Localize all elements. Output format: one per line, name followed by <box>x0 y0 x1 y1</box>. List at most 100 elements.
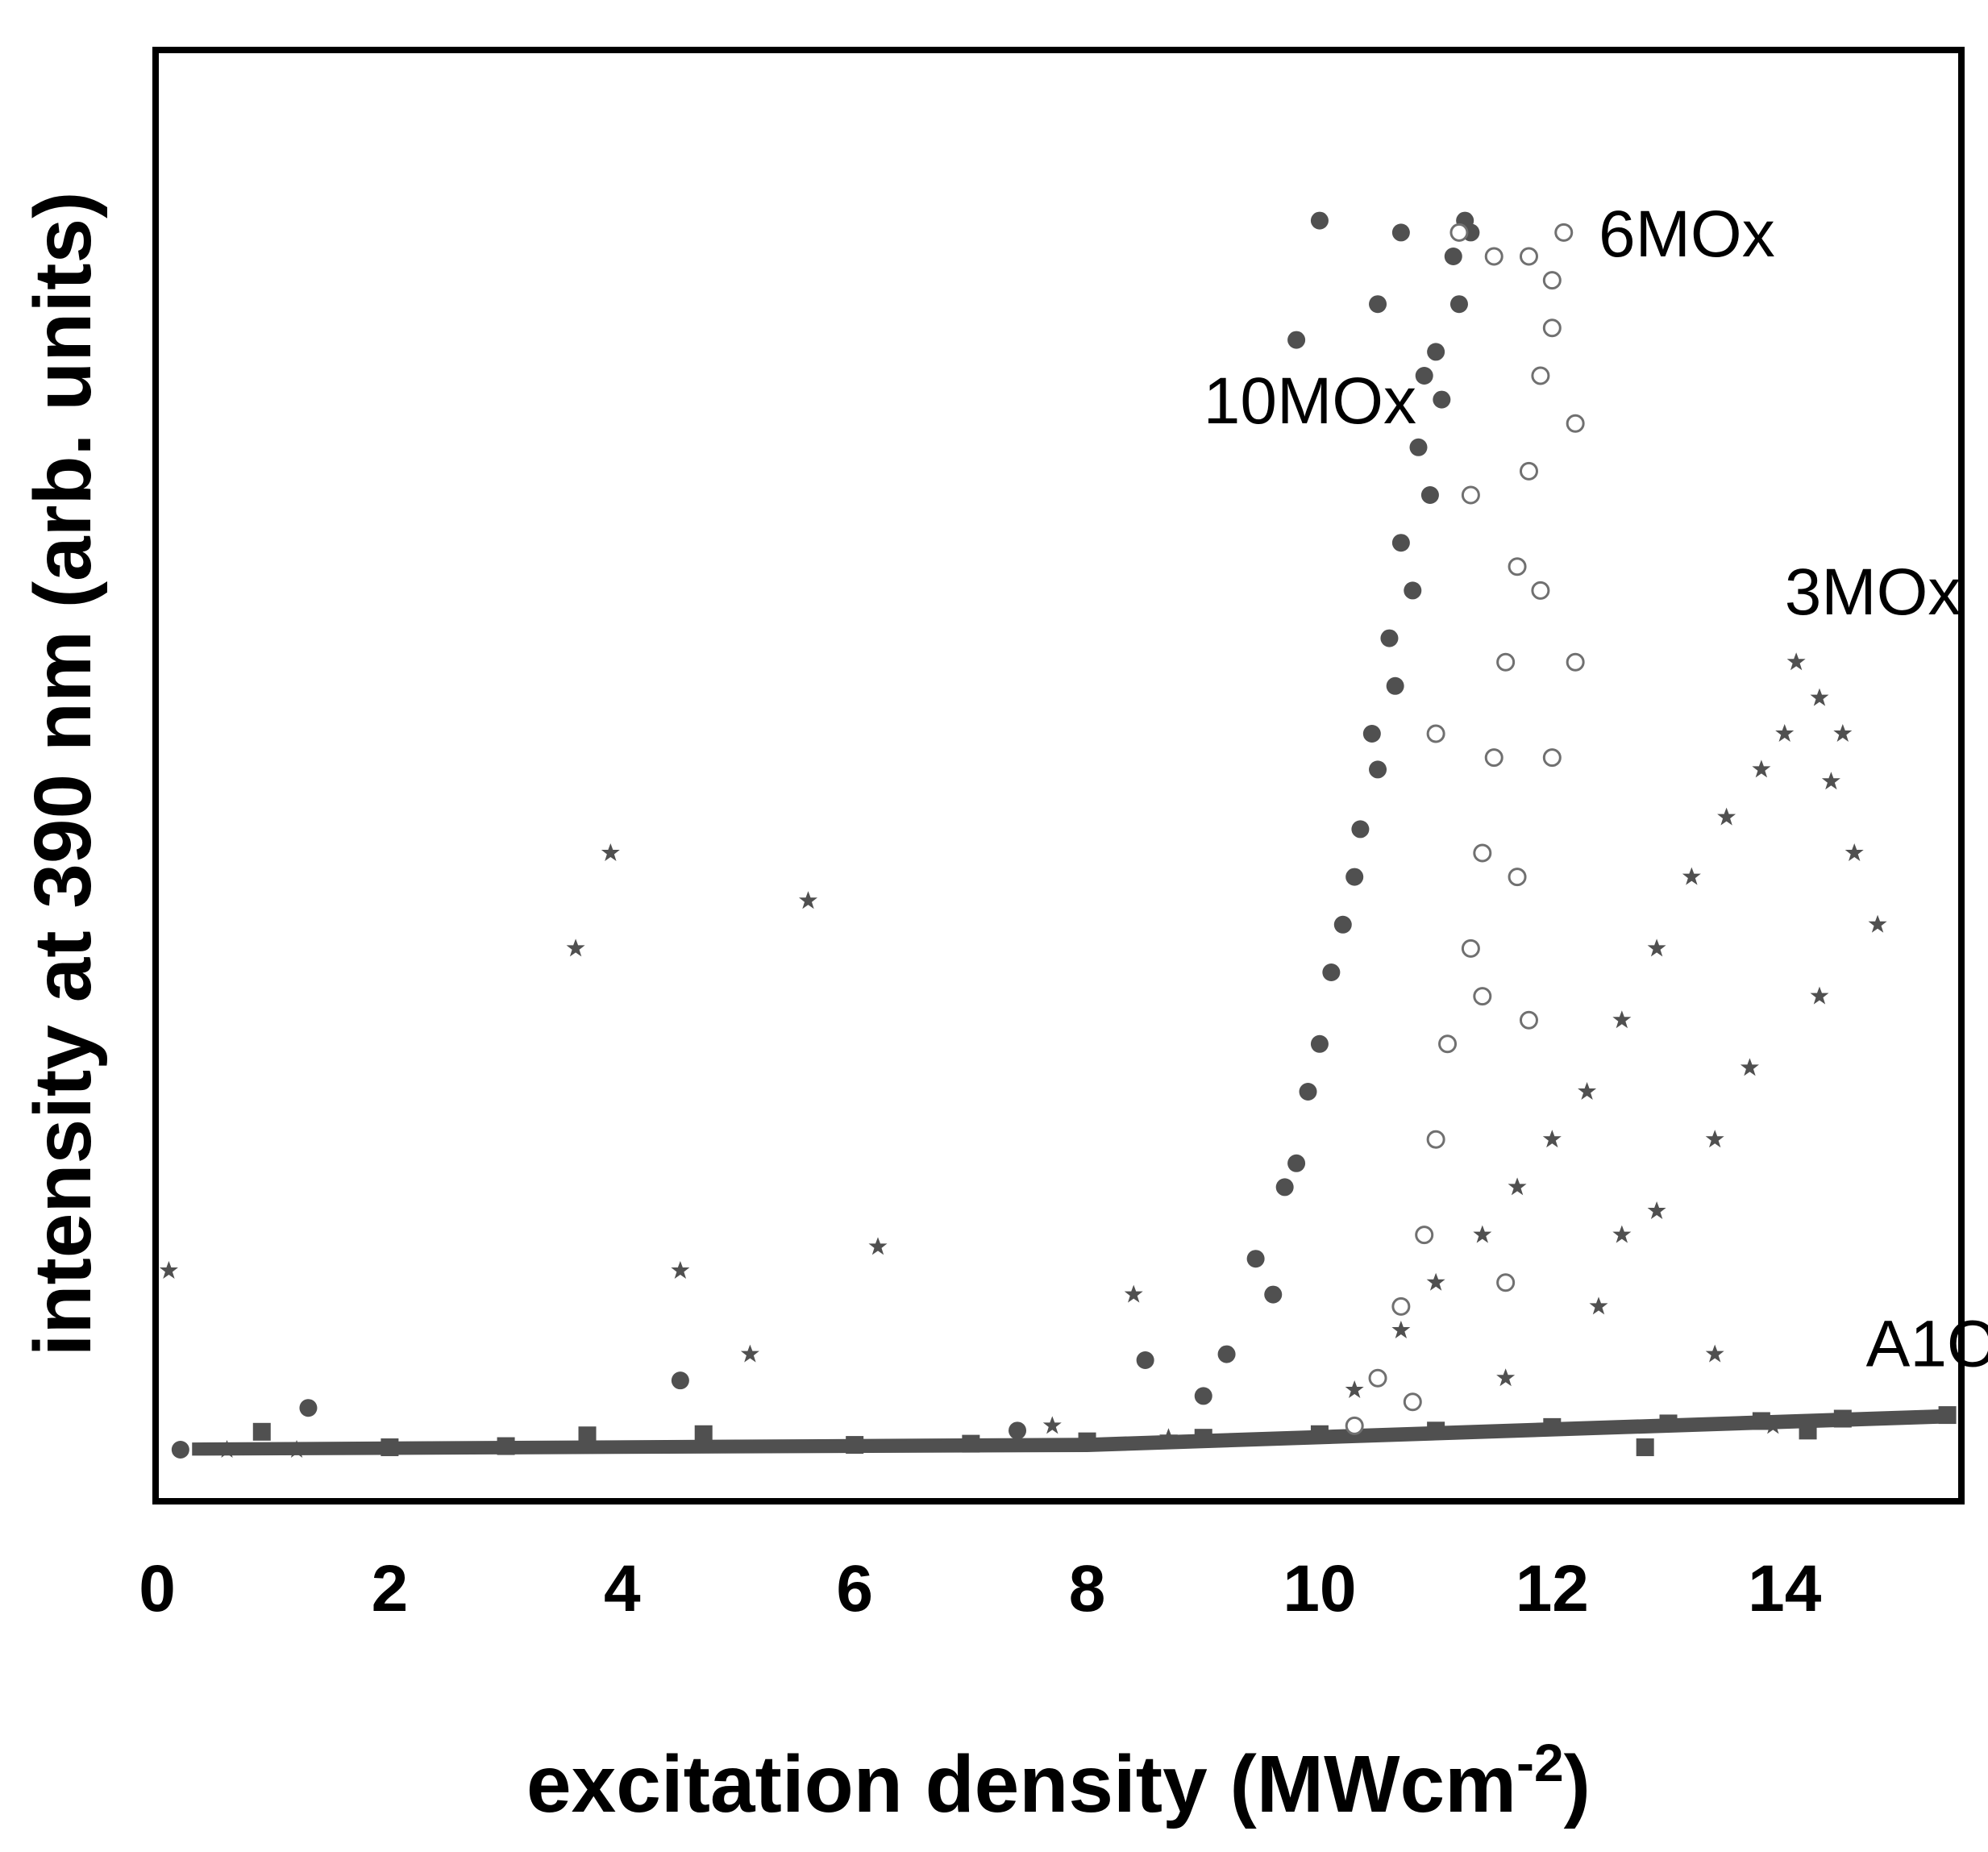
6MOx-point <box>1519 1010 1538 1030</box>
10MOx-point <box>1310 1034 1329 1053</box>
x-tick-label: 4 <box>604 1552 641 1625</box>
10MOx-point <box>1322 963 1341 981</box>
series-6MOx <box>1345 223 1585 1435</box>
6MOx-point <box>1473 987 1492 1006</box>
plot-frame <box>152 47 1965 1504</box>
6MOx-point <box>1415 1226 1434 1245</box>
6MOx-point <box>1542 748 1562 768</box>
A1Ox-point <box>846 1436 864 1455</box>
A1Ox-point <box>1636 1438 1654 1457</box>
series-label-6MOx: 6MOx <box>1599 198 1775 271</box>
x-axis-title: excitation density (MWcm-2) <box>526 1733 1591 1829</box>
10MOx-point <box>1449 295 1468 314</box>
10MOx-point <box>1386 676 1404 695</box>
baseline-band-shape <box>192 1409 1948 1456</box>
6MOx-point <box>1461 485 1480 505</box>
10MOx-point <box>1246 1250 1265 1268</box>
10MOx-point <box>671 1371 689 1390</box>
A1Ox-point <box>497 1437 515 1455</box>
baseline-band <box>192 1409 1948 1456</box>
x-tick-label: 14 <box>1748 1552 1822 1625</box>
A1Ox-point <box>1427 1421 1445 1440</box>
10MOx-point <box>1345 868 1364 886</box>
10MOx-point <box>299 1399 318 1417</box>
6MOx-point <box>1484 247 1503 266</box>
10MOx-point <box>1351 820 1370 839</box>
6MOx-point <box>1508 557 1527 576</box>
10MOx-point <box>1420 486 1439 504</box>
6MOx-point <box>1484 748 1503 768</box>
data-marks <box>159 211 1957 1459</box>
x-tick-label: 0 <box>139 1552 176 1625</box>
A1Ox-point <box>578 1426 597 1445</box>
10MOx-point <box>1287 331 1306 349</box>
10MOx-point <box>171 1441 189 1459</box>
6MOx-point <box>1554 223 1574 242</box>
6MOx-point <box>1519 247 1538 266</box>
A1Ox-point <box>694 1425 713 1443</box>
6MOx-point <box>1566 414 1585 433</box>
10MOx-point <box>1009 1421 1027 1440</box>
10MOx-point <box>1369 295 1387 314</box>
6MOx-point <box>1473 843 1492 863</box>
x-tick-label: 12 <box>1516 1552 1589 1625</box>
10MOx-point <box>1299 1083 1317 1101</box>
A1Ox-point <box>1310 1425 1329 1443</box>
10MOx-point <box>1333 915 1352 934</box>
6MOx-point <box>1496 652 1516 672</box>
10MOx-point <box>1217 1345 1236 1363</box>
series-A1Ox <box>252 1406 1957 1457</box>
10MOx-point <box>1404 581 1422 600</box>
10MOx-point <box>1427 343 1445 361</box>
6MOx-point <box>1426 724 1445 743</box>
6MOx-point <box>1531 581 1550 600</box>
6MOx-point <box>1438 1034 1458 1054</box>
A1Ox-point <box>1833 1409 1852 1428</box>
A1Ox-point <box>1659 1414 1678 1433</box>
10MOx-point <box>1264 1285 1283 1304</box>
10MOx-point <box>1433 390 1451 409</box>
10MOx-point <box>1362 725 1381 743</box>
x-axis-ticks: 0 2 4 6 8 10 12 14 <box>139 1552 1822 1625</box>
y-axis-title: intensity at 390 nm (arb. units) <box>18 192 108 1357</box>
6MOx-point <box>1403 1392 1422 1412</box>
x-tick-label: 6 <box>836 1552 873 1625</box>
6MOx-point <box>1531 366 1550 385</box>
A1Ox-point <box>1752 1412 1770 1430</box>
6MOx-point <box>1542 318 1562 338</box>
10MOx-point <box>1415 367 1433 385</box>
series-10MOx <box>171 211 1480 1459</box>
series-label-A1Ox: A1Ox <box>1866 1307 1988 1380</box>
10MOx-point <box>1380 629 1399 647</box>
A1Ox-point <box>1543 1417 1562 1436</box>
series-label-10MOx: 10MOx <box>1204 364 1416 438</box>
A1Ox-point <box>962 1434 980 1453</box>
6MOx-point <box>1496 1273 1516 1292</box>
6MOx-point <box>1426 1130 1445 1149</box>
6MOx-point <box>1542 271 1562 290</box>
6MOx-point <box>1461 938 1480 958</box>
6MOx-point <box>1368 1368 1387 1388</box>
A1Ox-point <box>1938 1406 1957 1425</box>
6MOx-point <box>1519 461 1538 481</box>
A1Ox-point <box>1799 1421 1817 1440</box>
series-label-3MOx: 3MOx <box>1785 556 1961 629</box>
x-tick-label: 8 <box>1069 1552 1106 1625</box>
x-tick-label: 2 <box>372 1552 409 1625</box>
10MOx-point <box>1391 223 1410 242</box>
A1Ox-point <box>252 1422 271 1441</box>
A1Ox-point <box>1194 1429 1212 1447</box>
10MOx-point <box>1409 438 1428 456</box>
10MOx-point <box>1391 534 1410 552</box>
10MOx-point <box>1136 1351 1154 1369</box>
10MOx-point <box>1287 1154 1306 1172</box>
10MOx-point <box>1194 1387 1212 1405</box>
6MOx-point <box>1449 223 1469 242</box>
6MOx-point <box>1391 1296 1411 1316</box>
10MOx-point <box>1444 248 1462 265</box>
10MOx-point <box>1275 1178 1294 1197</box>
10MOx-point <box>1310 211 1329 230</box>
A1Ox-point <box>381 1438 399 1457</box>
6MOx-point <box>1508 868 1527 887</box>
